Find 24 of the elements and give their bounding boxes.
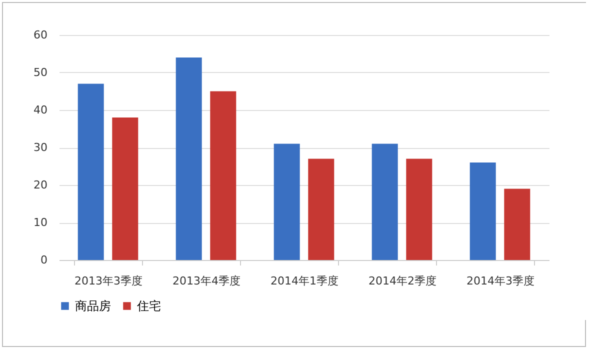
- x-tick-label: 2014年1季度: [270, 274, 338, 288]
- x-tick-label: 2014年2季度: [368, 274, 436, 288]
- legend-label: 住宅: [136, 299, 161, 313]
- y-tick-label: 30: [34, 141, 48, 154]
- x-tick-label: 2013年3季度: [74, 274, 142, 288]
- bar: [210, 91, 236, 260]
- bar: [78, 84, 104, 260]
- y-tick-label: 0: [40, 254, 48, 266]
- y-tick-label: 40: [34, 104, 48, 116]
- bar: [274, 144, 300, 260]
- x-tick-label: 2014年3季度: [466, 274, 534, 288]
- bar: [112, 118, 138, 260]
- y-tick-label: 50: [34, 66, 48, 79]
- y-tick-label: 60: [34, 28, 48, 42]
- bar: [176, 58, 202, 260]
- legend-label: 商品房: [75, 299, 111, 313]
- bar: [470, 162, 496, 260]
- bar: [504, 188, 530, 260]
- y-tick-label: 10: [34, 216, 48, 229]
- bar: [406, 158, 432, 260]
- x-tick-label: 2013年4季度: [172, 274, 240, 288]
- bar: [372, 144, 398, 260]
- y-tick-label: 20: [34, 178, 48, 192]
- bar: [308, 158, 334, 260]
